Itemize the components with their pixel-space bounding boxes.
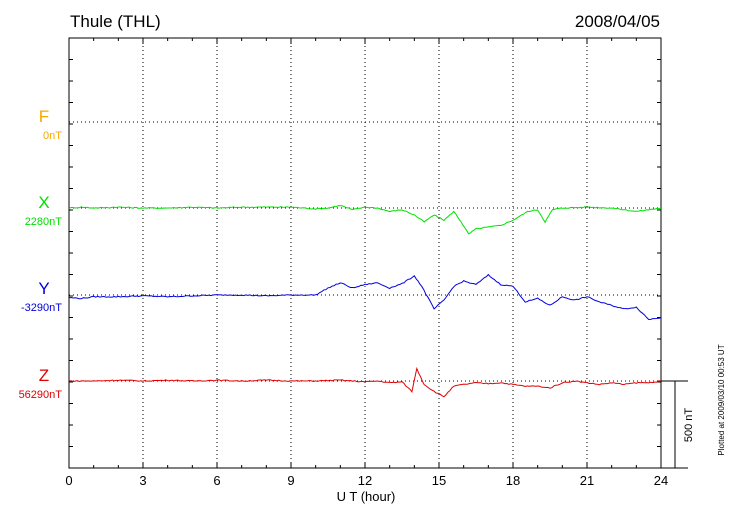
x-tick-label: 9 xyxy=(287,473,294,488)
x-tick-label: 3 xyxy=(139,473,146,488)
component-label-z: Z 56290nT xyxy=(19,366,63,401)
station-title: Thule (THL) xyxy=(70,12,161,31)
series-name-z: Z xyxy=(39,366,49,385)
scale-bar-label: 500 nT xyxy=(683,408,695,443)
series-baseline-f: 0nT xyxy=(43,130,62,142)
x-tick-label: 24 xyxy=(654,473,668,488)
series-line-z xyxy=(68,366,662,398)
grid-lines xyxy=(69,38,661,468)
series-name-f: F xyxy=(39,107,49,126)
x-tick-label: 6 xyxy=(213,473,220,488)
component-label-f: F 0nT xyxy=(39,107,62,142)
plotted-note: Plotted at 2009/03/10 00:53 UT xyxy=(717,344,726,455)
x-tick-label: 15 xyxy=(432,473,446,488)
x-tick-label: 21 xyxy=(580,473,594,488)
component-label-y: Y -3290nT xyxy=(21,279,62,314)
series-baseline-y: -3290nT xyxy=(21,302,62,314)
series-baseline-z: 56290nT xyxy=(19,389,63,401)
component-label-x: X 2280nT xyxy=(25,193,63,228)
scale-bar: 500 nT xyxy=(661,380,695,469)
x-tick-label: 12 xyxy=(358,473,372,488)
axis-ticks xyxy=(68,38,662,468)
series-name-y: Y xyxy=(38,279,49,298)
x-tick-label: 0 xyxy=(65,473,72,488)
series-name-x: X xyxy=(38,193,49,212)
series-line-x xyxy=(68,205,662,235)
series-layer xyxy=(68,205,662,398)
series-baseline-x: 2280nT xyxy=(25,216,63,228)
x-tick-labels: 0 3 6 9 12 15 18 21 24 xyxy=(65,473,668,488)
x-axis-label: U T (hour) xyxy=(337,489,396,504)
series-line-y xyxy=(68,273,662,321)
x-tick-label: 18 xyxy=(506,473,520,488)
plot-date: 2008/04/05 xyxy=(575,12,660,31)
